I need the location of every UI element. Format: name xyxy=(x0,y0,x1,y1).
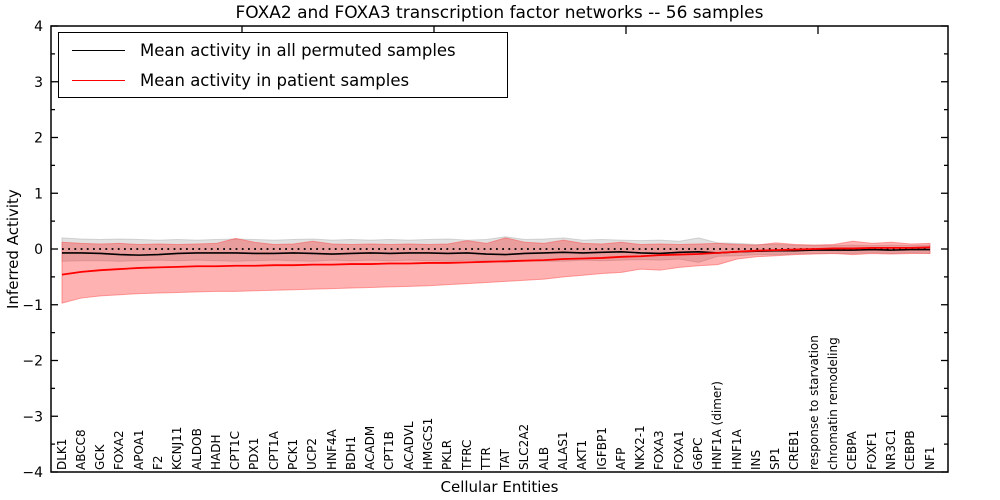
y-tick-label: 4 xyxy=(34,19,43,35)
legend-entry-patient: Mean activity in patient samples xyxy=(72,67,507,93)
x-tick-label: ALB xyxy=(536,446,551,470)
legend-line-patient-icon xyxy=(72,79,125,81)
chart-title: FOXA2 and FOXA3 transcription factor net… xyxy=(235,3,764,23)
x-tick-label: chromatin remodeling xyxy=(826,337,841,470)
x-axis-label: Cellular Entities xyxy=(440,478,559,496)
x-tick-label: FOXA2 xyxy=(112,430,127,470)
x-tick-label: TFRC xyxy=(459,439,474,470)
x-tick-label: BDH1 xyxy=(343,435,358,470)
x-tick-label: NR3C1 xyxy=(883,429,898,470)
x-tick-label: CPT1B xyxy=(382,431,397,470)
x-tick-label: NF1 xyxy=(922,446,937,470)
x-tick-label: APOA1 xyxy=(131,429,146,470)
x-tick-label: GCK xyxy=(93,444,108,470)
x-tick-label: NKX2-1 xyxy=(633,425,648,470)
x-tick-label: PDX1 xyxy=(247,437,262,470)
x-tick-label: FOXF1 xyxy=(864,431,879,470)
legend: Mean activity in all permuted samples Me… xyxy=(58,32,508,98)
x-tick-label: FOXA3 xyxy=(652,430,667,470)
x-tick-label: CPT1A xyxy=(266,431,281,470)
y-tick-label: −1 xyxy=(22,298,43,314)
x-tick-label: F2 xyxy=(150,455,165,470)
y-tick-label: −3 xyxy=(22,409,43,425)
x-tick-label: CREB1 xyxy=(787,429,802,470)
legend-label-patient: Mean activity in patient samples xyxy=(140,70,410,90)
x-tick-label: ACADVL xyxy=(401,421,416,470)
x-tick-label: AFP xyxy=(613,447,628,470)
legend-entry-permuted: Mean activity in all permuted samples xyxy=(72,37,507,63)
x-tick-label: INS xyxy=(748,449,763,470)
x-tick-label: FOXA1 xyxy=(671,430,686,470)
x-tick-label: IGFBP1 xyxy=(594,427,609,470)
x-tick-label: ALDOB xyxy=(189,428,204,470)
x-tick-label: UCP2 xyxy=(305,437,320,470)
x-tick-label: TTR xyxy=(478,447,493,470)
legend-label-permuted: Mean activity in all permuted samples xyxy=(140,40,456,60)
x-tick-label: SP1 xyxy=(768,447,783,471)
y-tick-label: 1 xyxy=(34,186,43,202)
legend-line-permuted-icon xyxy=(72,49,125,51)
x-tick-label: HNF1A (dimer) xyxy=(710,381,725,470)
x-tick-label: HMGCS1 xyxy=(420,417,435,470)
x-tick-label: CEBPB xyxy=(903,430,918,470)
x-tick-label: SLC2A2 xyxy=(517,423,532,470)
x-tick-label: TAT xyxy=(498,448,513,470)
patient-mean-line xyxy=(61,246,931,276)
x-tick-label: DLK1 xyxy=(54,438,69,470)
x-tick-label: ACADM xyxy=(363,425,378,470)
x-tick-label: ABCC8 xyxy=(73,429,88,470)
x-tick-label: HNF1A xyxy=(729,429,744,470)
x-tick-label: G6PC xyxy=(691,437,706,470)
x-tick-label: PCK1 xyxy=(285,438,300,470)
x-tick-label: ALAS1 xyxy=(556,431,570,470)
y-tick-label: 3 xyxy=(34,75,43,91)
patient-band xyxy=(61,237,931,304)
y-tick-label: 2 xyxy=(34,131,43,147)
y-tick-label: −4 xyxy=(22,465,43,481)
x-tick-label: HNF4A xyxy=(324,429,339,470)
x-tick-label: PKLR xyxy=(440,439,455,470)
y-tick-label: −2 xyxy=(22,354,43,370)
x-tick-label: response to starvation xyxy=(806,335,821,470)
x-tick-label: CPT1C xyxy=(228,431,243,470)
x-tick-label: CEBPA xyxy=(845,431,860,470)
y-tick-label: 0 xyxy=(34,242,43,258)
x-tick-label: HADH xyxy=(208,434,223,471)
x-tick-label: AKT1 xyxy=(575,439,590,470)
x-tick-label: KCNJ11 xyxy=(170,426,185,470)
